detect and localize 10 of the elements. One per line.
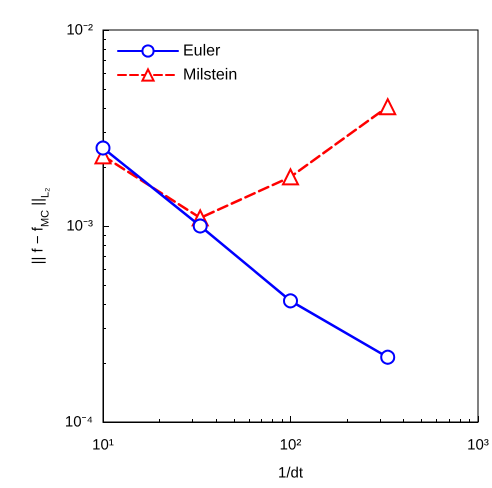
y-tick-label: 10⁻² [66, 22, 93, 38]
x-tick-label: 10² [280, 436, 302, 454]
x-axis-title: 1/dt [278, 464, 304, 482]
legend-label: Euler [183, 42, 222, 60]
y-tick-label: 10⁻⁴ [64, 414, 93, 430]
legend-label: Milstein [183, 66, 238, 84]
y-tick-label: 10⁻³ [66, 218, 93, 234]
x-tick-label: 10¹ [92, 436, 114, 454]
y-axis-title: || f − fMC ||L₂ [30, 188, 52, 264]
x-tick-label: 10³ [467, 436, 489, 454]
